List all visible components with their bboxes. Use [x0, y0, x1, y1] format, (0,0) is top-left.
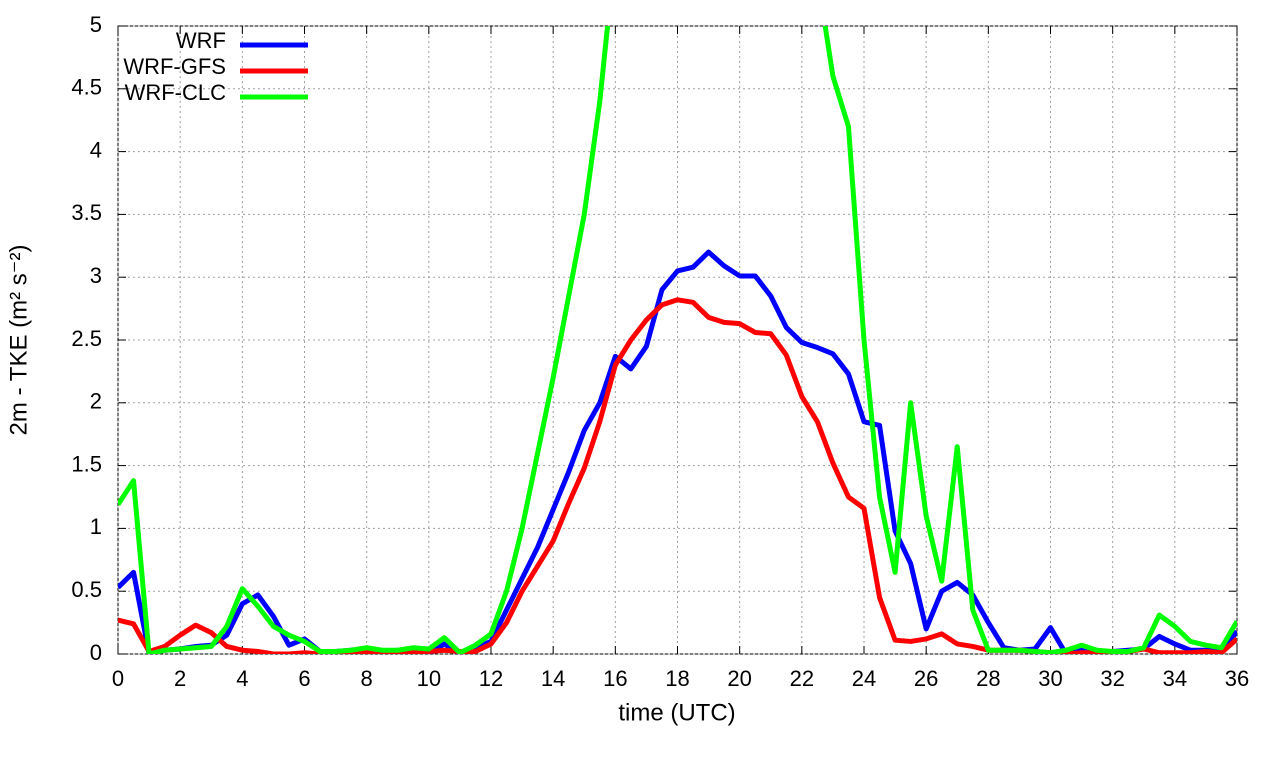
y-tick-label: 1.5 [71, 451, 102, 476]
y-tick-label: 2.5 [71, 326, 102, 351]
y-tick-label: 0 [90, 640, 102, 665]
x-axis-label: time (UTC) [618, 699, 735, 726]
y-tick-label: 5 [90, 12, 102, 37]
x-tick-label: 6 [298, 666, 310, 691]
x-tick-label: 16 [603, 666, 627, 691]
x-tick-label: 2 [174, 666, 186, 691]
x-tick-label: 26 [914, 666, 938, 691]
x-tick-label: 28 [976, 666, 1000, 691]
x-tick-label: 20 [727, 666, 751, 691]
x-tick-label: 36 [1225, 666, 1249, 691]
y-tick-label: 4.5 [71, 75, 102, 100]
x-tick-label: 24 [852, 666, 876, 691]
y-tick-label: 3.5 [71, 200, 102, 225]
x-tick-label: 14 [541, 666, 565, 691]
y-tick-label: 4 [90, 137, 102, 162]
legend-label: WRF [176, 28, 226, 53]
x-tick-label: 30 [1038, 666, 1062, 691]
x-tick-label: 4 [236, 666, 248, 691]
x-tick-label: 22 [790, 666, 814, 691]
x-tick-label: 0 [112, 666, 124, 691]
y-tick-label: 3 [90, 263, 102, 288]
x-tick-label: 18 [665, 666, 689, 691]
x-tick-label: 34 [1163, 666, 1187, 691]
x-tick-label: 8 [361, 666, 373, 691]
y-axis-label: 2m - TKE (m² s⁻²) [5, 245, 32, 436]
x-tick-label: 12 [479, 666, 503, 691]
legend-label: WRF-GFS [123, 54, 226, 79]
plot-area [118, 26, 1237, 654]
y-tick-label: 2 [90, 389, 102, 414]
y-tick-label: 0.5 [71, 577, 102, 602]
y-tick-label: 1 [90, 514, 102, 539]
legend-label: WRF-CLC [125, 80, 227, 105]
line [118, 26, 1237, 654]
x-tick-label: 32 [1100, 666, 1124, 691]
x-tick-label: 10 [417, 666, 441, 691]
